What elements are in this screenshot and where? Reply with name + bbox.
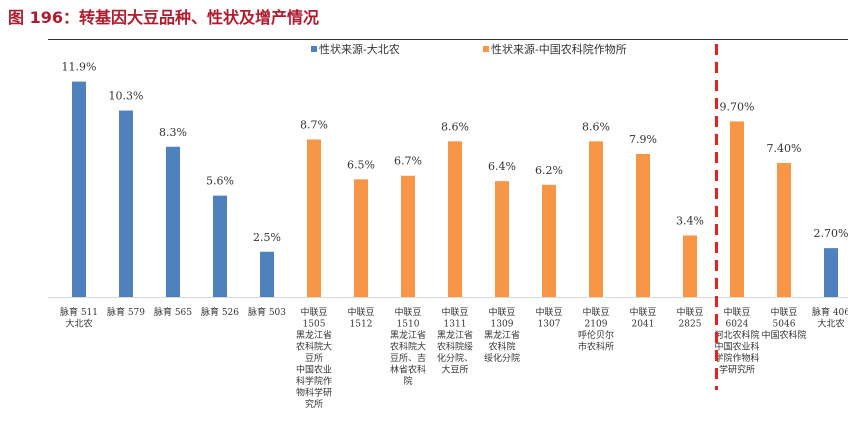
- bar-value-label-2: 10.3%: [109, 90, 144, 103]
- figure-title: 图 196：转基因大豆品种、性状及增产情况: [8, 8, 319, 27]
- bar-12: [589, 141, 603, 297]
- category-label-8-line-7: 院: [403, 375, 412, 387]
- category-label-8-line-5: 豆所、吉: [390, 353, 426, 364]
- legend-label-1: 性状来源-大北农: [319, 42, 400, 56]
- bar-13: [636, 154, 650, 297]
- legend-swatch-1: [311, 46, 317, 52]
- bar-value-label-17: 2.70%: [814, 227, 848, 240]
- category-label-9-line-4: 农科院绥: [437, 341, 473, 353]
- category-label-15-line-3: 河北农科院: [714, 329, 759, 341]
- bar-value-label-6: 8.7%: [300, 119, 328, 132]
- category-label-6-line-4: 农科院大: [296, 341, 332, 353]
- category-label-13-line-2: 2041: [632, 320, 655, 330]
- bar-1: [72, 81, 86, 297]
- category-label-7-line-2: 1512: [350, 320, 373, 330]
- bar-value-label-7: 6.5%: [347, 158, 375, 171]
- category-label-15-line-1: 中联豆: [723, 306, 750, 318]
- category-label-8-line-6: 林省农科: [390, 364, 426, 376]
- category-label-10-line-3: 黑龙江省: [484, 329, 520, 341]
- category-label-12-line-2: 2109: [585, 320, 608, 330]
- category-label-11-line-2: 1307: [538, 320, 561, 330]
- category-label-5-line-1: 脉育 503: [248, 306, 286, 318]
- legend-swatch-2: [483, 46, 489, 52]
- bar-8: [401, 175, 415, 297]
- bar-value-label-15: 9.70%: [720, 100, 755, 113]
- category-label-9-line-1: 中联豆: [441, 306, 468, 318]
- category-label-9-line-3: 黑龙江省: [437, 329, 473, 341]
- category-label-12-line-4: 市农科所: [578, 341, 614, 353]
- bar-5: [260, 251, 274, 297]
- category-label-11-line-1: 中联豆: [535, 306, 562, 318]
- category-label-6-line-9: 究所: [305, 398, 323, 410]
- bar-7: [354, 179, 368, 297]
- bar-value-label-12: 8.6%: [582, 120, 610, 133]
- category-label-14-line-2: 2825: [679, 320, 702, 330]
- category-label-9-line-6: 大豆所: [441, 364, 468, 376]
- bar-value-label-13: 7.9%: [629, 133, 657, 146]
- category-label-17-line-1: 脉育 406: [812, 306, 848, 318]
- category-label-6-line-8: 物科学研: [296, 387, 332, 399]
- category-label-6-line-5: 豆所: [305, 353, 323, 364]
- category-label-10-line-4: 农科院: [488, 341, 515, 353]
- category-label-6-line-2: 1505: [303, 320, 326, 330]
- category-label-6-line-1: 中联豆: [300, 306, 327, 318]
- bar-16: [777, 163, 791, 297]
- bar-6: [307, 139, 321, 297]
- bar-value-label-16: 7.40%: [767, 142, 802, 155]
- category-label-6-line-6: 中国农业: [296, 364, 332, 376]
- category-label-7-line-1: 中联豆: [347, 306, 374, 318]
- bar-2: [119, 110, 133, 297]
- category-label-10-line-2: 1309: [491, 320, 514, 330]
- category-label-13-line-1: 中联豆: [629, 306, 656, 318]
- category-label-6-line-7: 科学院作: [296, 375, 332, 387]
- bar-value-label-1: 11.9%: [62, 61, 97, 74]
- bar-4: [213, 195, 227, 297]
- bar-value-label-5: 2.5%: [253, 231, 281, 244]
- category-label-12-line-1: 中联豆: [582, 306, 609, 318]
- category-label-16-line-3: 中国农科院: [761, 329, 806, 341]
- bar-value-label-10: 6.4%: [488, 160, 516, 173]
- category-label-6-line-3: 黑龙江省: [296, 329, 332, 341]
- category-label-17-line-2: 大北农: [817, 318, 844, 330]
- category-label-8-line-4: 农科院大: [390, 341, 426, 353]
- bar-10: [495, 181, 509, 297]
- bar-value-label-8: 6.7%: [394, 155, 422, 168]
- category-label-15-line-6: 学研究所: [719, 364, 755, 376]
- category-label-2-line-1: 脉育 579: [107, 306, 145, 318]
- bar-17: [824, 248, 838, 297]
- title-rule: [48, 39, 848, 40]
- category-label-8-line-2: 1510: [397, 320, 420, 330]
- category-label-12-line-3: 呼伦贝尔: [578, 329, 614, 341]
- category-label-16-line-1: 中联豆: [770, 306, 797, 318]
- category-label-1-line-2: 大北农: [65, 318, 92, 330]
- bar-3: [166, 146, 180, 297]
- category-label-16-line-2: 5046: [773, 320, 796, 330]
- category-label-9-line-5: 化分院、: [437, 352, 473, 364]
- category-label-15-line-2: 6024: [726, 320, 749, 330]
- bar-11: [542, 184, 556, 297]
- category-label-1-line-1: 脉育 511: [60, 306, 98, 318]
- legend-label-2: 性状来源-中国农科院作物所: [491, 42, 627, 56]
- category-label-8-line-3: 黑龙江省: [390, 329, 426, 341]
- category-label-9-line-2: 1311: [444, 320, 467, 330]
- category-label-3-line-1: 脉育 565: [154, 306, 192, 318]
- bar-value-label-3: 8.3%: [159, 126, 187, 139]
- bar-value-label-14: 3.4%: [676, 214, 704, 227]
- category-label-15-line-5: 学院作物科: [714, 352, 759, 364]
- category-label-8-line-1: 中联豆: [394, 306, 421, 318]
- category-label-4-line-1: 脉育 526: [201, 306, 239, 318]
- category-label-14-line-1: 中联豆: [676, 306, 703, 318]
- bar-9: [448, 141, 462, 297]
- category-label-10-line-5: 绥化分院: [484, 352, 520, 364]
- category-label-15-line-4: 中国农业科: [714, 341, 759, 353]
- category-label-10-line-1: 中联豆: [488, 306, 515, 318]
- bar-value-label-11: 6.2%: [535, 164, 563, 177]
- bar-14: [683, 235, 697, 297]
- bar-15: [730, 121, 744, 298]
- bar-value-label-4: 5.6%: [206, 175, 234, 188]
- bar-value-label-9: 8.6%: [441, 120, 469, 133]
